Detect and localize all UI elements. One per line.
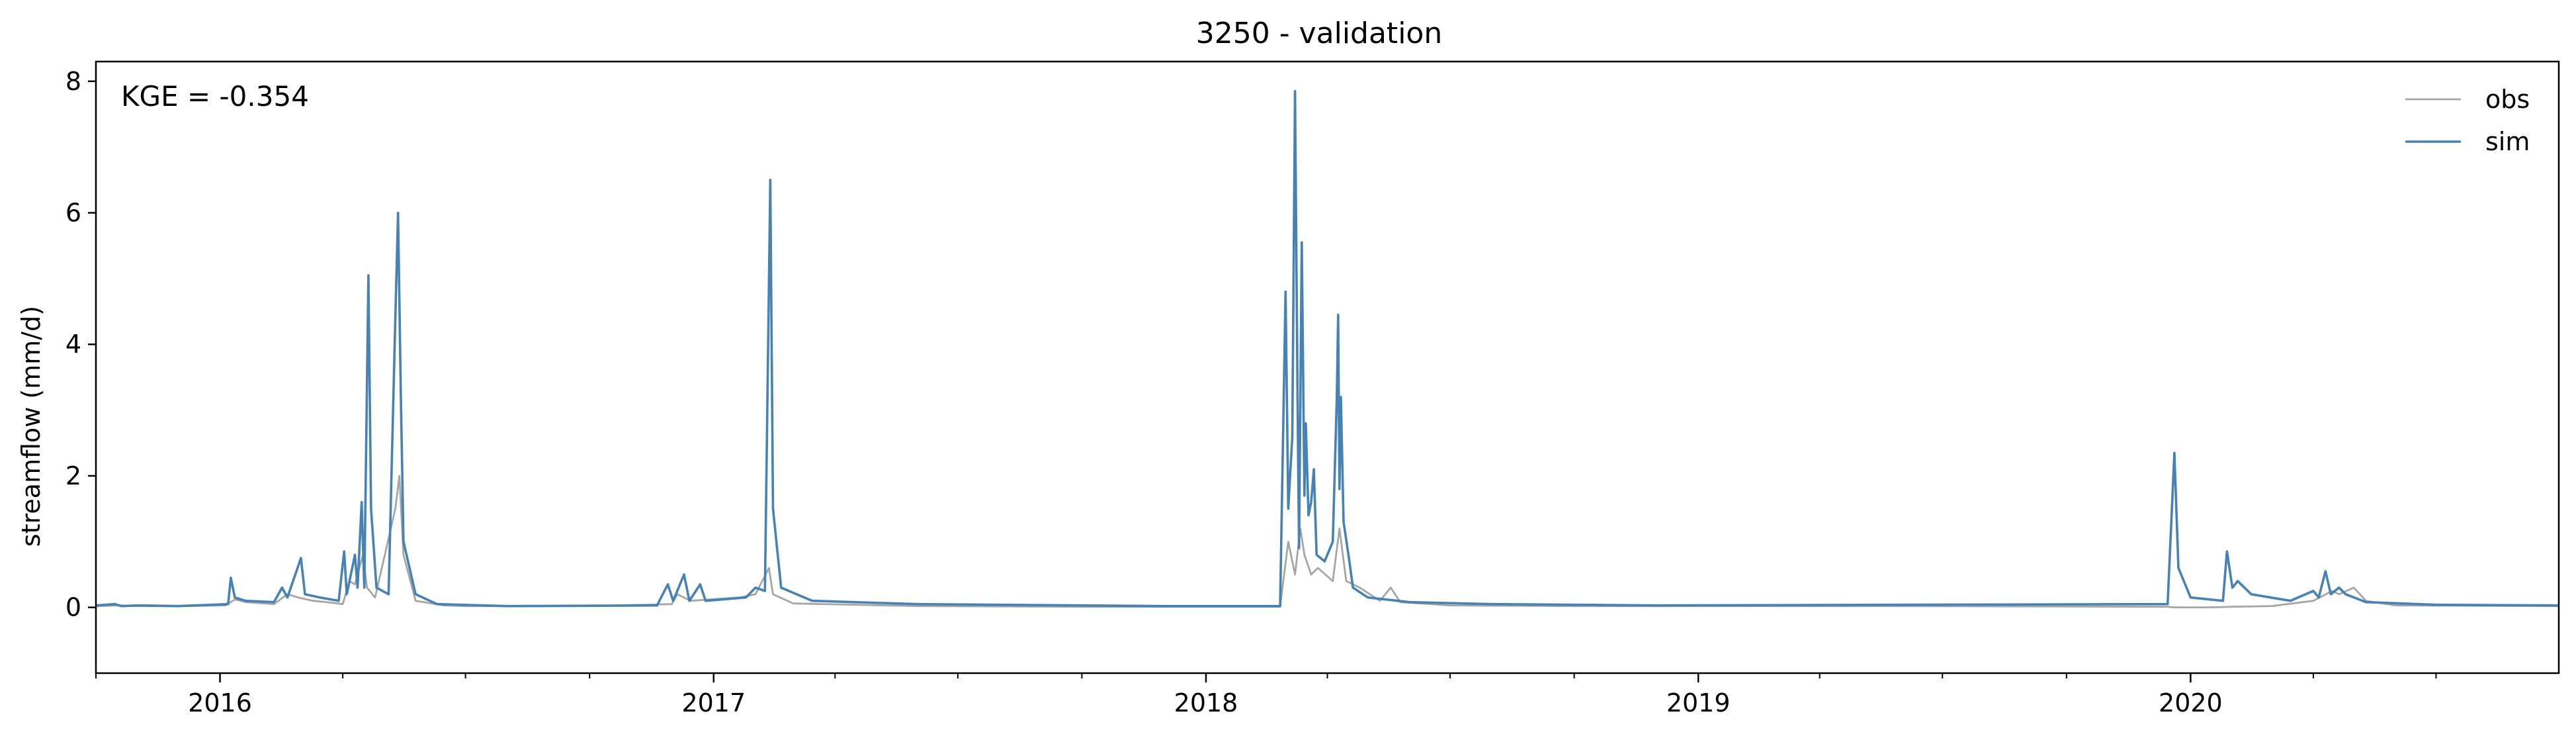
series-line-sim — [95, 89, 2559, 608]
x-tick-label: 2019 — [1666, 688, 1731, 717]
legend: obs sim — [2405, 85, 2530, 156]
y-tick-label: 4 — [65, 330, 81, 359]
x-tick-label: 2020 — [2159, 688, 2223, 717]
series-line-obs — [95, 475, 2559, 608]
chart-title: 3250 - validation — [1196, 17, 1442, 50]
x-tick-label: 2017 — [681, 688, 746, 717]
y-tick-label: 8 — [65, 67, 81, 96]
y-tick-label: 0 — [65, 593, 81, 622]
y-tick-label: 2 — [65, 461, 81, 490]
x-axis: 2016 2017 2018 2019 2020 — [95, 673, 2437, 717]
plot-area: 0 2 4 6 8 2016 2017 2018 2019 2020 — [65, 60, 2560, 717]
kge-annotation: KGE = -0.354 — [121, 80, 309, 113]
y-axis: 0 2 4 6 8 — [65, 67, 96, 622]
legend-label-sim: sim — [2485, 127, 2530, 156]
x-tick-label: 2016 — [188, 688, 252, 717]
y-tick-label: 6 — [65, 199, 81, 228]
legend-label-obs: obs — [2485, 85, 2530, 114]
y-axis-label: streamflow (mm/d) — [17, 306, 46, 547]
series-layer — [95, 89, 2559, 608]
x-tick-label: 2018 — [1174, 688, 1238, 717]
